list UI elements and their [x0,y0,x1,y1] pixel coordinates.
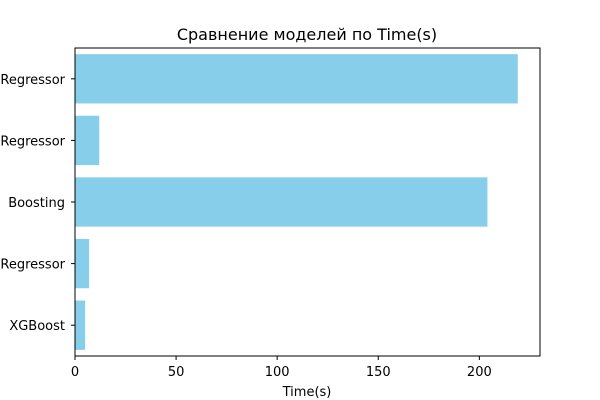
x-axis-label: Time(s) [282,385,332,400]
x-tick-label-1: 50 [168,365,185,380]
y-tick-label-0: Regressor [0,73,65,88]
x-ticks: 0 50 100 150 200 [71,356,492,380]
bar-2 [75,177,488,227]
x-tick-label-3: 150 [366,365,391,380]
bar-0 [75,54,518,104]
bar-1 [75,115,100,166]
y-tick-label-2: Boosting [8,196,65,211]
y-tick-label-4: XGBoost [9,319,65,334]
x-tick-label-0: 0 [71,365,79,380]
y-tick-label-3: Regressor [0,258,65,273]
x-tick-label-2: 100 [265,365,290,380]
y-ticks: Regressor Regressor Boosting Regressor XGBoo… [0,73,75,334]
bar-4 [75,300,86,350]
chart-title: Сравнение моделей по Time(s) [177,25,437,44]
y-tick-label-1: Regressor [0,134,65,149]
bar-3 [75,238,90,289]
x-tick-label-4: 200 [467,365,492,380]
bars-layer [75,54,518,350]
